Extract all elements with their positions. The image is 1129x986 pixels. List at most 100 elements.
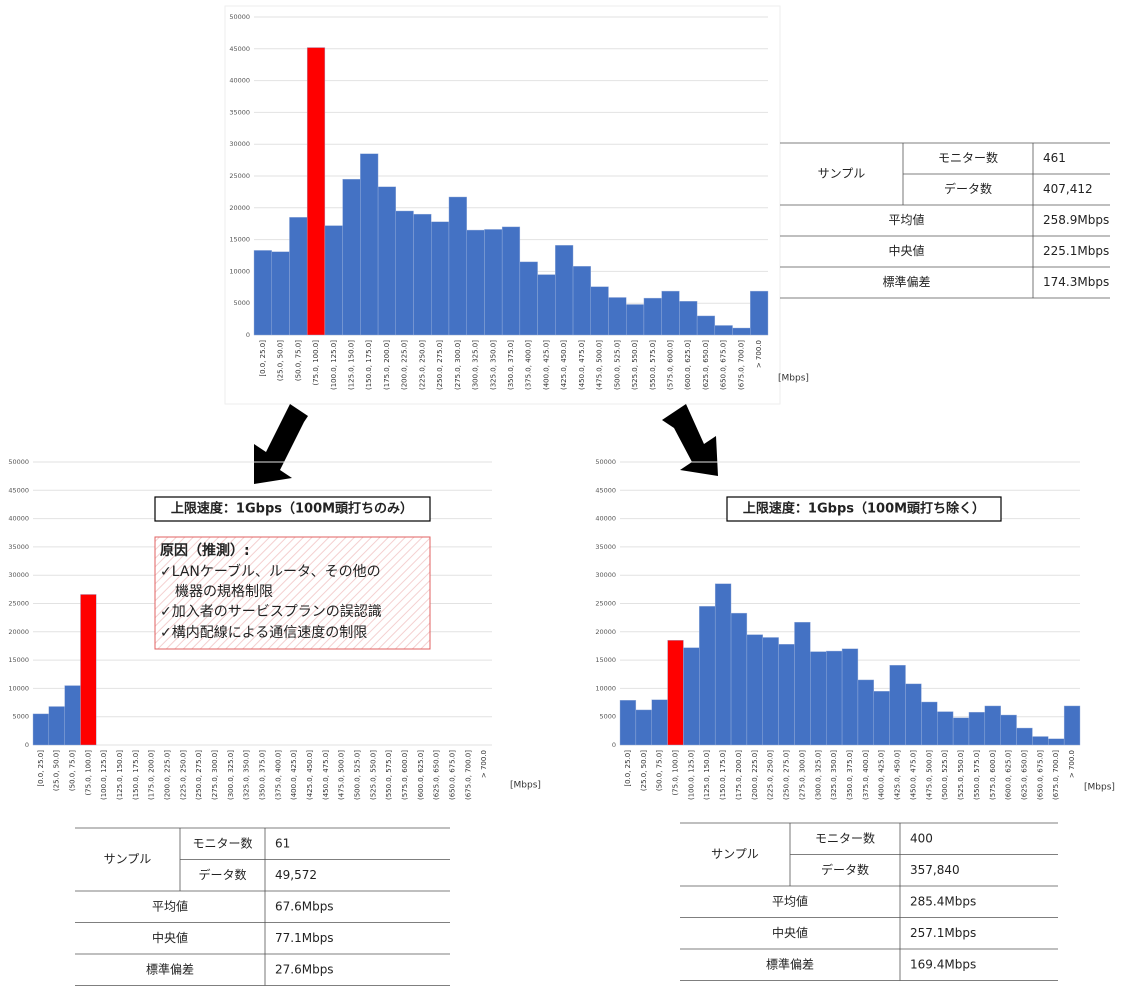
bar [501, 226, 521, 336]
y-tick-label: 40000 [229, 77, 250, 85]
bar [683, 647, 700, 746]
bar [667, 640, 684, 746]
x-tick-label: (625.0, 650.0] [433, 750, 441, 800]
bar [590, 286, 609, 336]
x-tick-label: (425.0, 450.0] [560, 340, 568, 390]
x-tick-label: (275.0, 300.0] [454, 340, 462, 390]
x-tick-label: (125.0, 150.0] [703, 750, 711, 800]
bar [555, 245, 574, 336]
bar [794, 621, 811, 746]
note-box [154, 536, 431, 650]
bar [732, 327, 751, 336]
table-cell: 49,572 [275, 868, 317, 882]
bar [696, 315, 716, 336]
x-tick-label: (625.0, 650.0] [702, 340, 710, 390]
arrow [254, 404, 308, 484]
x-tick-label: (150.0, 175.0] [132, 750, 140, 800]
y-tick-label: 30000 [8, 571, 29, 579]
bar [984, 705, 1001, 746]
x-tick-label: (50.0, 75.0] [294, 340, 302, 381]
x-axis-unit: [Mbps] [510, 781, 541, 791]
y-tick-label: 15000 [595, 656, 616, 664]
bar [466, 229, 485, 336]
x-tick-label: (675.0, 700.0] [737, 340, 745, 390]
bar [651, 699, 668, 746]
x-tick-label: (175.0, 200.0] [735, 750, 743, 800]
table-cell: モニター数 [938, 150, 998, 165]
y-tick-label: 20000 [595, 628, 616, 636]
x-tick-label: (100.0, 125.0] [687, 750, 695, 800]
x-tick-label: > 700.0 [480, 750, 488, 778]
x-tick-label: (450.0, 475.0] [578, 340, 586, 390]
y-tick-label: 50000 [229, 13, 250, 21]
x-tick-label: (300.0, 325.0] [227, 750, 235, 800]
note-line: ✓加入者のサービスプランの誤認識 [160, 604, 382, 620]
table-cell: 標準偏差 [766, 956, 814, 971]
x-tick-label: (250.0, 275.0] [195, 750, 203, 800]
x-tick-label: (500.0, 525.0] [613, 340, 621, 390]
bar [1000, 714, 1017, 746]
bar [289, 217, 308, 336]
y-tick-label: 45000 [229, 45, 250, 53]
table-cell: 407,412 [1043, 182, 1093, 196]
x-tick-label: (50.0, 75.0] [69, 750, 77, 791]
x-tick-label: (175.0, 200.0] [383, 340, 391, 390]
x-tick-label: (675.0, 700.0] [1052, 750, 1060, 800]
x-tick-label: (200.0, 225.0] [164, 750, 172, 800]
x-tick-label: (75.0, 100.0] [312, 340, 320, 386]
x-tick-label: (225.0, 250.0] [418, 340, 426, 390]
bar [635, 709, 652, 746]
bar [714, 325, 733, 336]
x-tick-label: (225.0, 250.0] [767, 750, 775, 800]
y-tick-label: 50000 [595, 458, 616, 466]
x-tick-label: (500.0, 525.0] [941, 750, 949, 800]
y-tick-label: 50000 [8, 458, 29, 466]
x-tick-label: (375.0, 400.0] [274, 750, 282, 800]
title-box [154, 496, 431, 522]
bar [626, 304, 645, 336]
x-tick-label: (75.0, 100.0] [84, 750, 92, 796]
x-tick-label: (325.0, 350.0] [489, 340, 497, 390]
y-tick-label: 25000 [595, 600, 616, 608]
bar [679, 301, 698, 336]
bar [608, 297, 627, 336]
x-tick-label: (25.0, 50.0] [640, 750, 648, 791]
table-cell: 27.6Mbps [275, 962, 334, 976]
table-cell: 169.4Mbps [910, 957, 976, 971]
table-cell: 平均値 [152, 898, 188, 913]
x-tick-label: (375.0, 400.0] [525, 340, 533, 390]
table-cell: サンプル [818, 167, 866, 181]
x-tick-label: (675.0, 700.0] [464, 750, 472, 800]
bar [484, 229, 503, 336]
x-tick-label: (475.0, 500.0] [925, 750, 933, 800]
y-tick-label: 45000 [8, 486, 29, 494]
x-tick-label: (25.0, 50.0] [53, 750, 61, 791]
bar [643, 297, 662, 336]
bar [306, 47, 326, 336]
y-tick-label: 5000 [12, 713, 29, 721]
x-tick-label: (600.0, 625.0] [684, 340, 692, 390]
bar [48, 706, 65, 746]
chart-title: 上限速度：1Gbps（100M頭打ち除く） [743, 501, 985, 517]
bar [519, 261, 538, 336]
bar [360, 153, 379, 336]
bar [841, 648, 859, 746]
bar [253, 250, 272, 336]
table-cell: データ数 [198, 867, 246, 882]
y-tick-label: 15000 [229, 236, 250, 244]
y-tick-label: 40000 [595, 515, 616, 523]
x-tick-label: (350.0, 375.0] [507, 340, 515, 390]
y-tick-label: 0 [612, 741, 616, 749]
bar [699, 606, 716, 746]
x-tick-label: (475.0, 500.0] [338, 750, 346, 800]
bar [32, 713, 50, 746]
bar [1032, 736, 1049, 746]
x-tick-label: (275.0, 300.0] [798, 750, 806, 800]
bar [619, 700, 637, 746]
y-tick-label: 20000 [8, 628, 29, 636]
x-tick-label: [0.0, 25.0] [37, 750, 45, 787]
bar [395, 210, 414, 336]
x-tick-label: (400.0, 425.0] [290, 750, 298, 800]
x-tick-label: (425.0, 450.0] [894, 750, 902, 800]
x-tick-label: (200.0, 225.0] [751, 750, 759, 800]
